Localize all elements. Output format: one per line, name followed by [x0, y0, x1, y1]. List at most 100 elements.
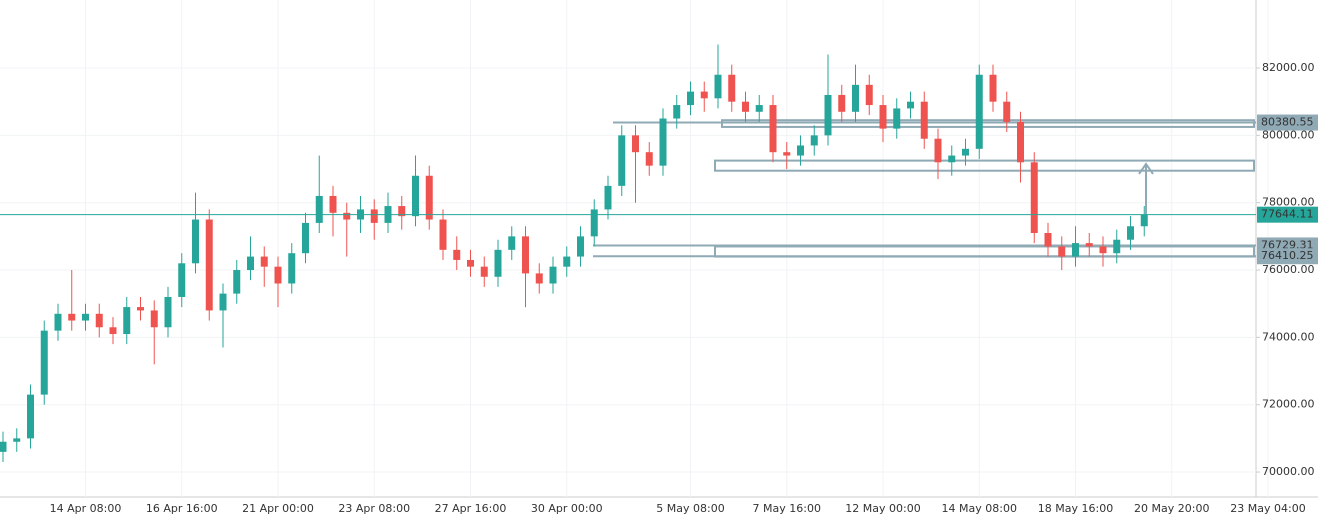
candle-body — [219, 293, 227, 311]
candle-body — [549, 266, 557, 284]
candle-body — [687, 91, 694, 106]
candle-body — [288, 253, 296, 284]
candle-body — [522, 236, 529, 274]
candle-body — [590, 209, 598, 237]
x-tick-label: 16 Apr 16:00 — [146, 502, 218, 515]
candle-body — [755, 105, 763, 112]
y-tick-label: 80000.00 — [1262, 128, 1315, 141]
candle-body — [1044, 232, 1052, 247]
candle-body — [494, 249, 502, 277]
candle-body — [1113, 239, 1121, 254]
candle-body — [40, 330, 48, 395]
candle-body — [604, 185, 612, 210]
candle-body — [260, 256, 268, 267]
candle-body — [948, 155, 956, 163]
candle-body — [412, 175, 419, 217]
candle-body — [1003, 101, 1011, 122]
candle-body — [123, 307, 131, 335]
candle-body — [920, 101, 928, 139]
x-tick-label: 18 May 16:00 — [1038, 502, 1113, 515]
candle-body — [425, 175, 433, 220]
y-tick-label: 70000.00 — [1262, 465, 1315, 478]
candle-body — [274, 266, 282, 284]
candle-body — [618, 135, 626, 186]
candle-body — [742, 101, 749, 112]
candle-body — [838, 94, 846, 112]
candle-body — [370, 209, 378, 223]
y-tick-label: 78000.00 — [1262, 196, 1315, 209]
x-tick-label: 7 May 16:00 — [753, 502, 821, 515]
candle-body — [205, 219, 213, 311]
candle-body — [810, 135, 818, 146]
x-tick-label: 12 May 00:00 — [845, 502, 920, 515]
x-tick-label: 21 Apr 00:00 — [242, 502, 314, 515]
x-tick-label: 30 Apr 00:00 — [531, 502, 603, 515]
candle-body — [700, 91, 708, 99]
candle-body — [879, 105, 887, 129]
candle-body — [150, 310, 158, 328]
candle-body — [563, 256, 571, 267]
price-tag — [1257, 248, 1318, 265]
candle-body — [1030, 162, 1038, 233]
annotations — [593, 119, 1256, 258]
candle-body — [137, 307, 144, 311]
candle-body — [302, 222, 309, 254]
price-tag — [1257, 206, 1318, 223]
candle-body — [962, 148, 969, 156]
candle-body — [907, 101, 914, 109]
zone — [721, 119, 1255, 128]
y-tick-label: 76000.00 — [1262, 263, 1315, 276]
candle-body — [82, 313, 89, 321]
candle-body — [1099, 246, 1107, 254]
candle-body — [577, 236, 584, 257]
candle-body — [989, 74, 997, 102]
candle-body — [1085, 243, 1093, 247]
arrow-head — [1138, 162, 1154, 175]
candle-body — [233, 270, 241, 294]
candle-body — [975, 74, 983, 149]
candle-body — [1140, 214, 1148, 227]
candle-body — [673, 105, 681, 119]
candle-body — [164, 296, 172, 328]
y-tick-label: 74000.00 — [1262, 330, 1315, 343]
x-tick-label: 5 May 08:00 — [656, 502, 724, 515]
candle-body — [329, 195, 337, 213]
x-tick-label: 14 Apr 08:00 — [50, 502, 122, 515]
candle-body — [453, 249, 461, 260]
candle-body — [247, 256, 254, 271]
candle-body — [632, 135, 639, 153]
candle-body — [13, 438, 21, 442]
candle-body — [192, 219, 199, 264]
y-tick-label: 72000.00 — [1262, 398, 1315, 411]
candle-body — [852, 84, 859, 112]
candle-body — [508, 236, 516, 250]
candle-body — [109, 327, 117, 335]
price-tag-label: 80380.55 — [1261, 116, 1314, 129]
y-tick-label: 82000.00 — [1262, 61, 1315, 74]
candle-body — [467, 259, 474, 267]
candle-body — [1058, 246, 1066, 257]
candle-body — [54, 313, 62, 331]
candle-body — [1017, 121, 1024, 163]
candle-body — [315, 195, 323, 223]
candle-body — [535, 273, 543, 284]
candle-body — [783, 152, 791, 156]
candle-body — [714, 74, 722, 99]
price-tag-label: 76410.25 — [1261, 249, 1314, 262]
price-tag-label: 77644.11 — [1261, 208, 1314, 221]
candle-body — [893, 108, 901, 129]
zone — [714, 159, 1255, 172]
x-tick-label: 23 Apr 08:00 — [338, 502, 410, 515]
price-tag — [1257, 114, 1318, 131]
candle-body — [728, 74, 736, 102]
x-tick-label: 27 Apr 16:00 — [435, 502, 507, 515]
candle-body — [178, 263, 186, 297]
candle-body — [659, 118, 667, 166]
candle-body — [439, 219, 447, 250]
candle-body — [1127, 226, 1134, 240]
candle-body — [824, 94, 832, 136]
candle-body — [0, 441, 7, 452]
candle-body — [27, 394, 34, 439]
